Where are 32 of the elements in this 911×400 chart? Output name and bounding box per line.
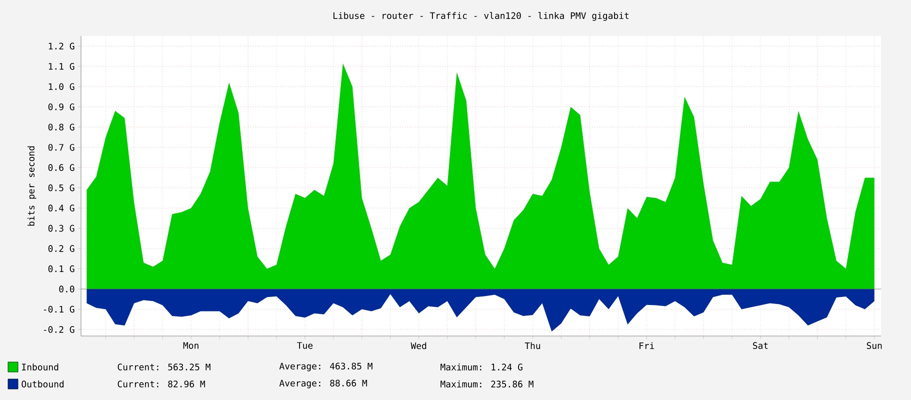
x-tick-label: Sat (752, 342, 768, 349)
y-tick-label: 0.4 G (48, 204, 74, 212)
text: Maximum: 235.86 M (440, 380, 534, 388)
y-tick-label: 1.1 G (48, 62, 74, 70)
x-tick-label: Mon (183, 342, 198, 349)
legend-label: Outbound (22, 380, 64, 388)
y-tick-label: -0.1 G (44, 306, 74, 313)
text: Current: 563.25 M (118, 364, 210, 370)
text: Current: 82.96 M (118, 380, 205, 388)
y-tick-label: 0.0 (59, 286, 74, 292)
y-tick-label: 0.1 G (48, 265, 74, 272)
y-tick-label: 0.8 G (48, 124, 74, 130)
text: Maximum: 1.24 G (440, 364, 522, 370)
x-tick-label: Sun (866, 342, 882, 349)
x-tick-label: Thu (524, 342, 540, 350)
y-tick-label: 0.2 G (48, 245, 74, 252)
text: Average: 463.85 M (279, 362, 372, 372)
x-tick-label: Fri (640, 342, 654, 349)
x-tick-label: Tue (297, 342, 313, 349)
y-tick-label: 0.3 G (48, 224, 74, 232)
legend-label: Inbound (22, 364, 58, 370)
x-tick-label: Wed (410, 342, 426, 350)
chart-title: Libuse - router - Traffic - vlan120 - linka PMV gigabit (333, 12, 629, 21)
y-tick-label: 0.7 G (48, 144, 74, 151)
y-tick-label: 0.9 G (48, 103, 74, 110)
y-tick-label: 0.6 G (48, 164, 74, 171)
y-tick-label: 1.0 G (48, 83, 74, 90)
y-tick-label: 0.5 G (48, 184, 74, 192)
y-tick-label: 1.2 G (48, 42, 74, 50)
text: Average: 88.66 M (279, 380, 367, 388)
y-axis-title: bits per second (28, 146, 36, 226)
y-tick-label: -0.2 G (44, 326, 74, 333)
